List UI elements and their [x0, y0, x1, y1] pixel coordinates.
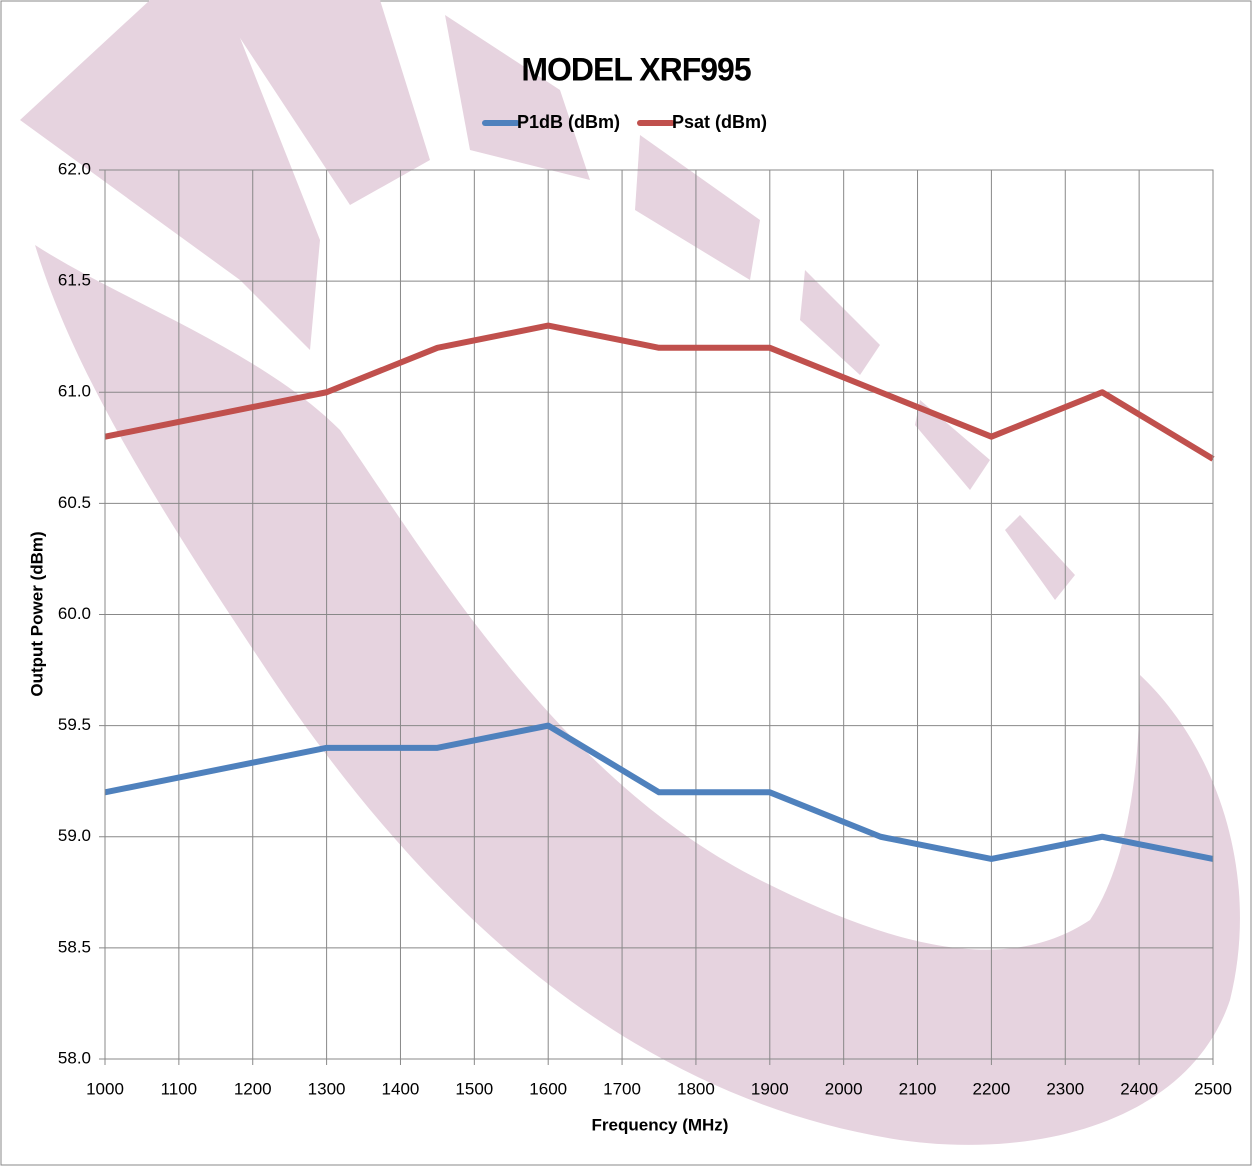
x-tick-label: 1100 — [161, 1079, 198, 1098]
x-tick-label: 1800 — [677, 1079, 715, 1098]
x-tick-label: 2300 — [1046, 1079, 1084, 1098]
y-tick-label: 62.0 — [58, 159, 91, 178]
y-tick-label: 60.0 — [58, 604, 91, 623]
x-tick-label: 2200 — [972, 1079, 1010, 1098]
x-tick-label: 1200 — [234, 1079, 272, 1098]
y-tick-label: 61.5 — [58, 271, 91, 290]
y-tick-label: 58.5 — [58, 937, 91, 956]
y-tick-label: 59.0 — [58, 826, 91, 845]
legend-label: P1dB (dBm) — [517, 112, 620, 132]
x-tick-label: 1700 — [603, 1079, 641, 1098]
x-tick-label: 1600 — [529, 1079, 567, 1098]
chart: MODEL XRF995 Frequency (MHz) Output Powe… — [0, 0, 1252, 1166]
x-axis-title: Frequency (MHz) — [592, 1115, 729, 1134]
y-tick-label: 61.0 — [58, 382, 91, 401]
page: {"chart_data": { "type": "line", "title"… — [0, 0, 1252, 1166]
x-tick-label: 2400 — [1120, 1079, 1158, 1098]
y-tick-label: 59.5 — [58, 715, 91, 734]
y-tick-label: 58.0 — [58, 1048, 91, 1067]
x-tick-label: 2100 — [899, 1079, 937, 1098]
x-tick-label: 1000 — [86, 1079, 124, 1098]
x-tick-label: 2000 — [825, 1079, 863, 1098]
y-tick-label: 60.5 — [58, 493, 91, 512]
x-tick-label: 1900 — [751, 1079, 789, 1098]
x-tick-label: 2500 — [1194, 1079, 1232, 1098]
chart-title: MODEL XRF995 — [521, 51, 750, 87]
x-tick-label: 1300 — [308, 1079, 346, 1098]
legend-label: Psat (dBm) — [672, 112, 767, 132]
x-tick-label: 1400 — [382, 1079, 420, 1098]
x-tick-label: 1500 — [455, 1079, 493, 1098]
y-axis-title: Output Power (dBm) — [27, 531, 46, 696]
